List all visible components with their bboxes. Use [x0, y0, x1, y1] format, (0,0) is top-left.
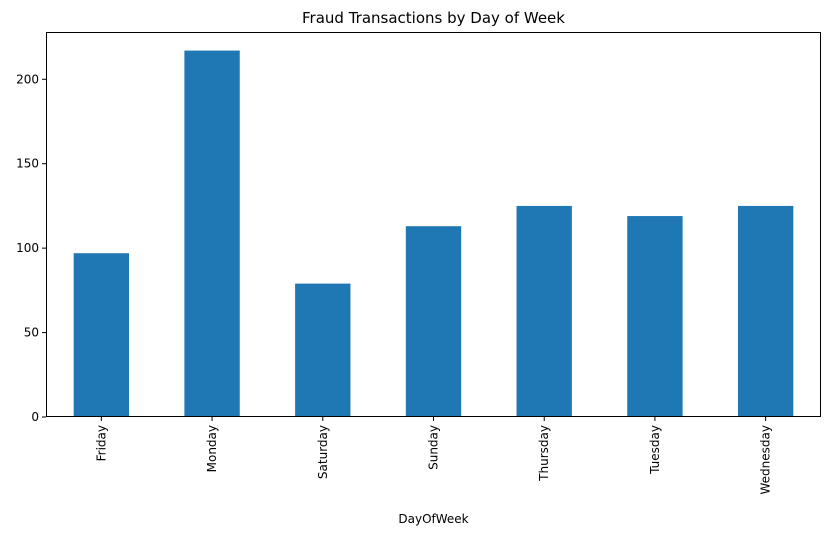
x-tick-label: Saturday — [316, 425, 330, 479]
y-tick-label: 0 — [31, 410, 39, 424]
y-tick-label: 200 — [16, 72, 39, 86]
y-tick-label: 50 — [24, 326, 39, 340]
bar-monday — [184, 50, 240, 418]
bar-saturday — [295, 283, 351, 417]
plot-frame — [46, 32, 821, 417]
bars-group — [73, 50, 794, 418]
x-tick-label: Friday — [94, 425, 108, 461]
bar-sunday — [405, 226, 462, 417]
bar-thursday — [516, 205, 572, 417]
bar-friday — [73, 253, 130, 417]
y-tick-label: 150 — [16, 157, 39, 171]
x-axis-label: DayOfWeek — [398, 512, 468, 526]
bar-wednesday — [737, 205, 794, 417]
x-tick-label: Thursday — [537, 425, 551, 482]
x-tick-label: Wednesday — [759, 425, 773, 494]
chart-title: Fraud Transactions by Day of Week — [302, 9, 565, 27]
x-tick-label: Monday — [205, 425, 219, 472]
y-tick-label: 100 — [16, 241, 39, 255]
x-tick-label: Sunday — [427, 425, 441, 470]
x-axis: Friday Monday Saturday Sunday Thursday Tuesda… — [94, 417, 773, 494]
x-tick-label: Tuesday — [648, 425, 662, 475]
bar-tuesday — [627, 216, 683, 417]
y-axis: 0 50 100 150 200 — [16, 72, 46, 424]
